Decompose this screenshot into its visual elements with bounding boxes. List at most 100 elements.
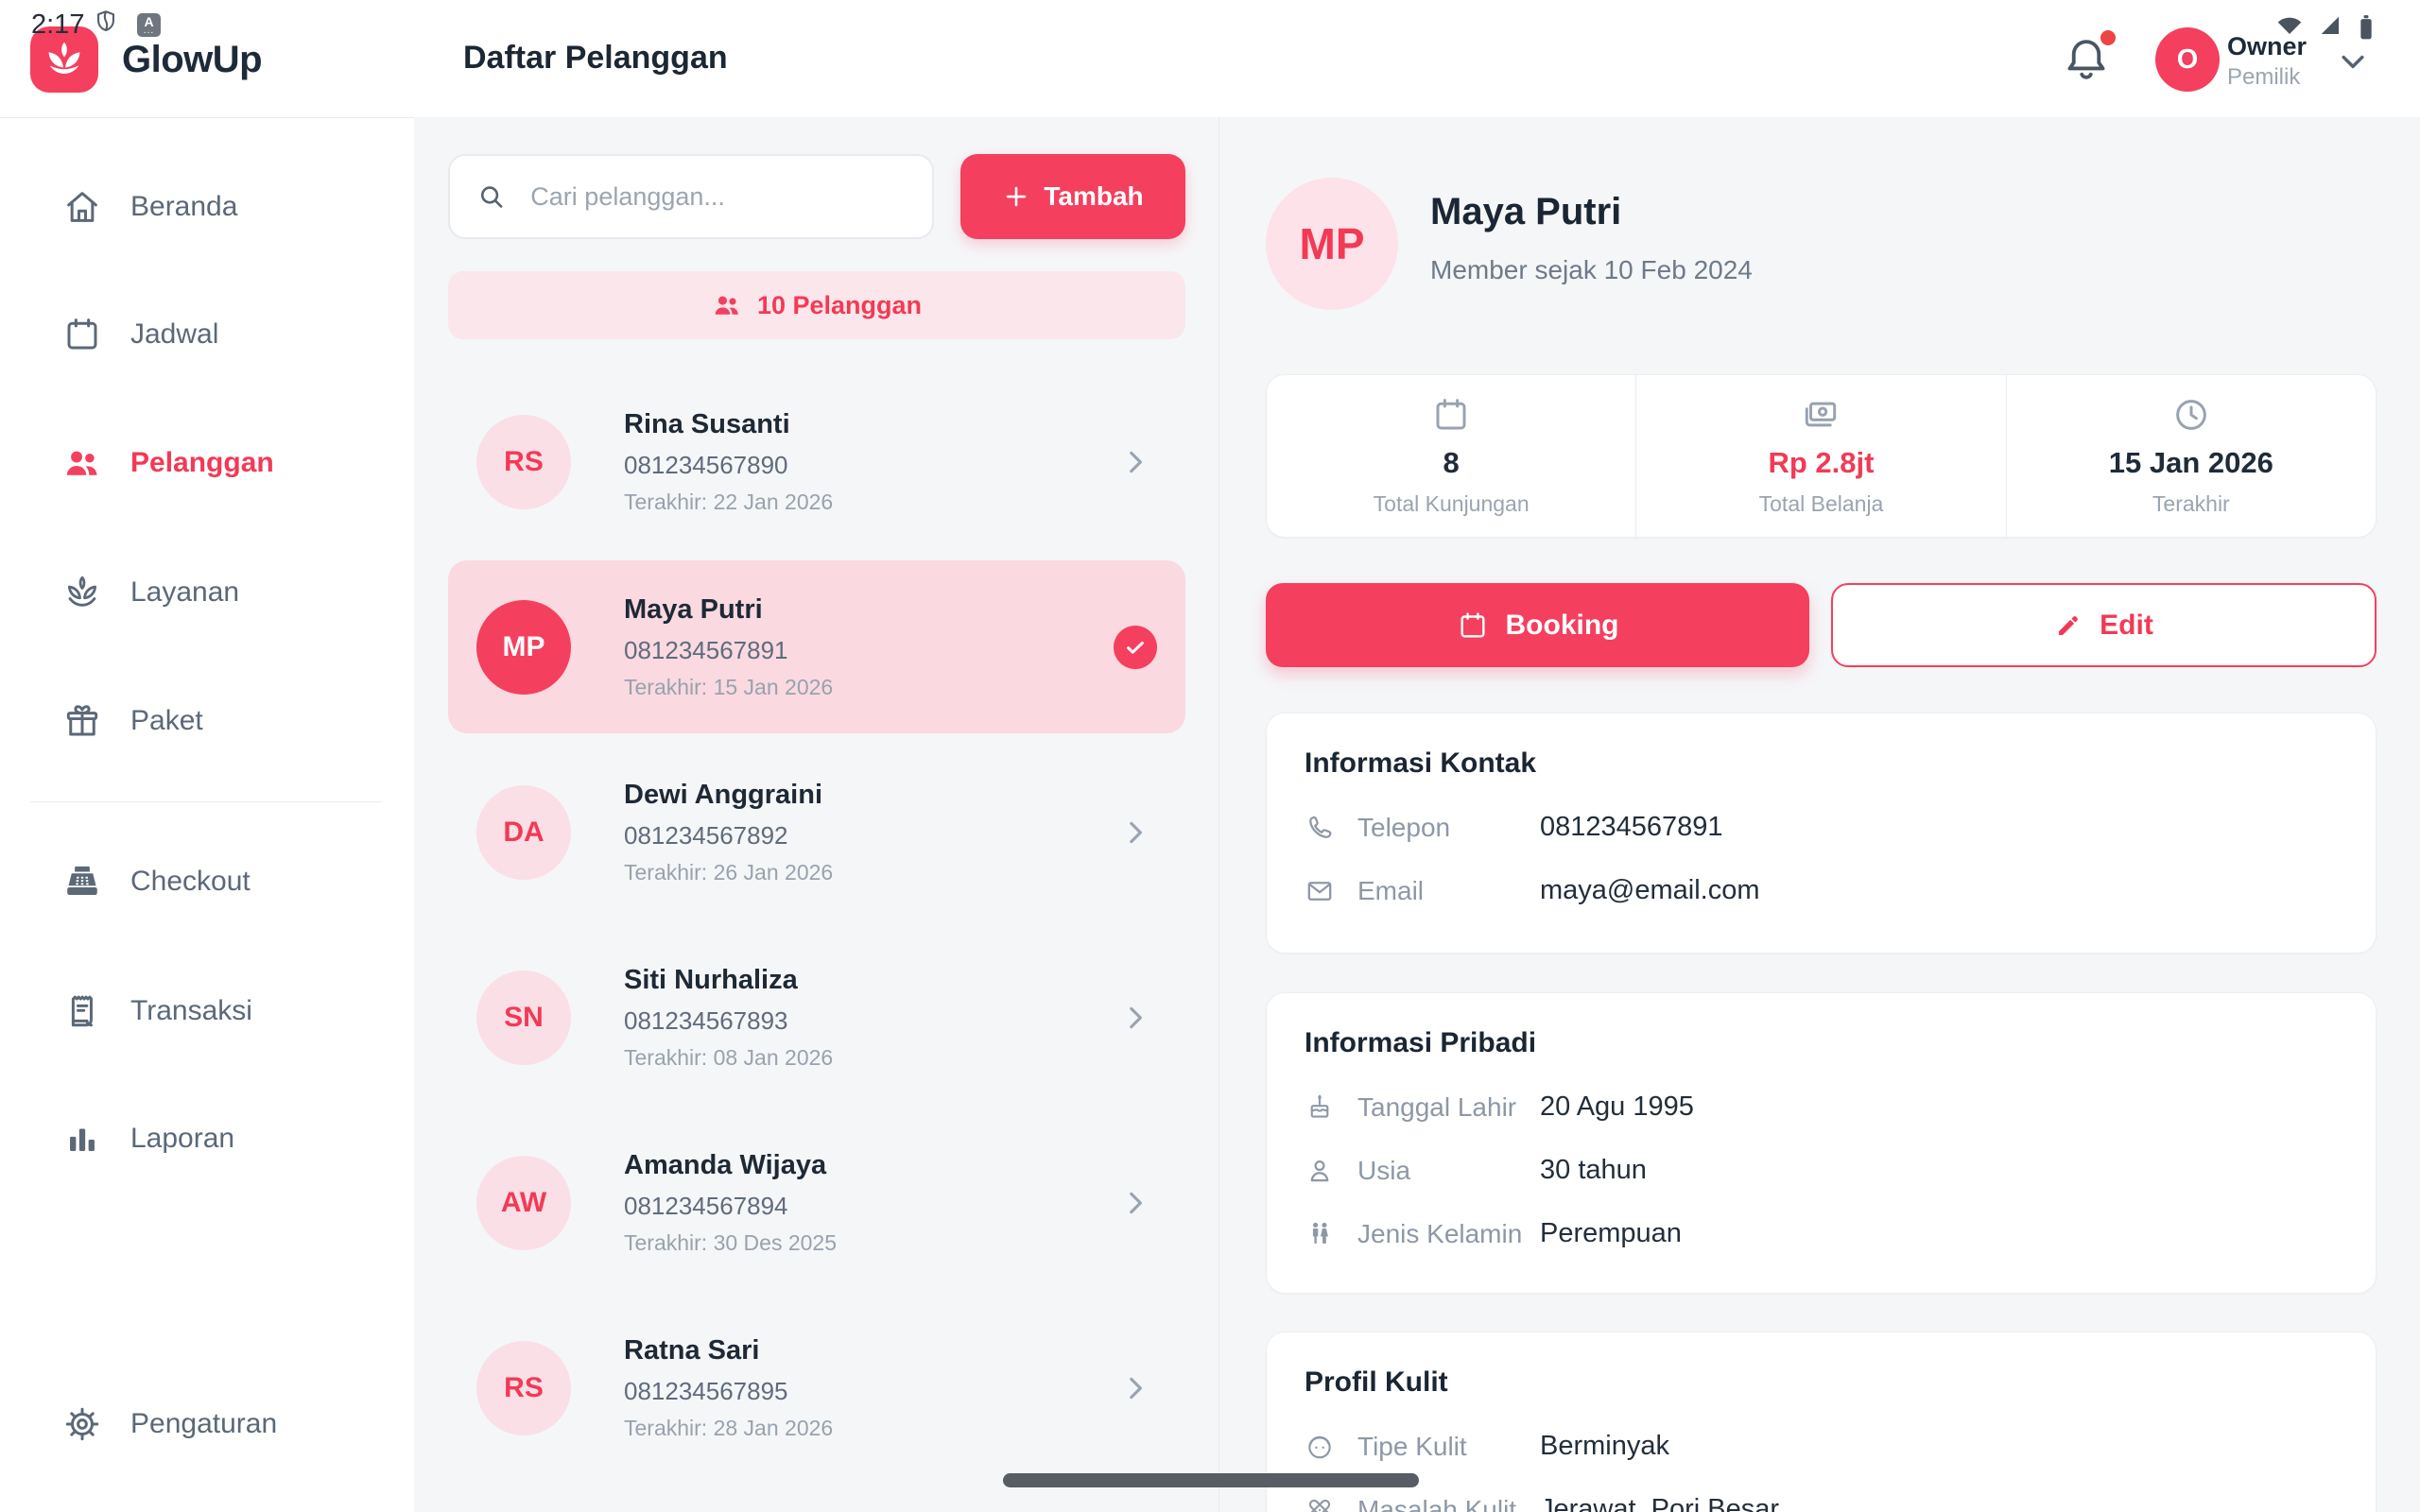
customer-name: Ratna Sari bbox=[624, 1334, 760, 1366]
stat-value: Rp 2.8jt bbox=[1768, 446, 1875, 479]
add-customer-button[interactable]: Tambah bbox=[960, 154, 1185, 239]
sidebar-item-paket[interactable]: Paket bbox=[0, 674, 414, 768]
sidebar-item-label: Pelanggan bbox=[130, 447, 274, 478]
info-value: 20 Agu 1995 bbox=[1540, 1091, 1694, 1122]
customer-row[interactable]: RS Ratna Sari 081234567895 Terakhir: 28 … bbox=[448, 1301, 1185, 1474]
chevron-right-icon bbox=[1119, 1187, 1151, 1219]
sidebar-item-label: Beranda bbox=[130, 191, 238, 222]
calendar-icon bbox=[62, 315, 102, 354]
user-avatar[interactable]: O bbox=[2155, 27, 2220, 92]
edit-button[interactable]: Edit bbox=[1831, 583, 2377, 667]
app-logo: GlowUp bbox=[30, 26, 263, 93]
info-label: Email bbox=[1357, 875, 1425, 905]
personal-info-card: Informasi Pribadi Tanggal Lahir 20 Agu 1… bbox=[1266, 992, 2377, 1294]
customer-avatar: SN bbox=[476, 970, 571, 1065]
customer-name: Rina Susanti bbox=[624, 408, 790, 439]
customer-rows: RS Rina Susanti 081234567890 Terakhir: 2… bbox=[448, 375, 1185, 1486]
booking-button[interactable]: Booking bbox=[1266, 583, 1809, 667]
sidebar: GlowUp Beranda Jadwal Pelanggan Layanan … bbox=[0, 0, 415, 1512]
sidebar-item-label: Transaksi bbox=[130, 995, 252, 1026]
sidebar-item-beranda[interactable]: Beranda bbox=[0, 160, 414, 254]
customer-name: Dewi Anggraini bbox=[624, 779, 822, 810]
info-value: Berminyak bbox=[1540, 1431, 1669, 1461]
chevron-right-icon bbox=[1119, 1002, 1151, 1034]
customer-row-text: Amanda Wijaya 081234567894 Terakhir: 30 … bbox=[624, 1150, 837, 1256]
pencil-icon bbox=[2054, 611, 2083, 640]
sidebar-item-laporan[interactable]: Laporan bbox=[0, 1091, 414, 1186]
wifi-icon bbox=[2274, 9, 2305, 40]
info-row-email: Email maya@email.com bbox=[1305, 875, 2338, 906]
customer-detail-panel: MP Maya Putri Member sejak 10 Feb 2024 8… bbox=[1219, 117, 2420, 1512]
clock-icon bbox=[2171, 395, 2211, 435]
selected-check-badge bbox=[1114, 625, 1157, 669]
users-icon bbox=[712, 290, 742, 320]
customer-avatar: RS bbox=[476, 1340, 571, 1435]
cake-icon bbox=[1305, 1092, 1335, 1123]
calendar-icon bbox=[1431, 395, 1471, 435]
sidebar-divider-top bbox=[0, 117, 414, 118]
notifications-button[interactable] bbox=[2061, 30, 2116, 87]
info-value: Perempuan bbox=[1540, 1218, 1682, 1248]
customer-last-visit: Terakhir: 28 Jan 2026 bbox=[624, 1415, 834, 1440]
status-time: 2:17 bbox=[31, 9, 85, 40]
skin-profile-card: Profil Kulit Tipe Kulit Berminyak Masala… bbox=[1266, 1332, 2377, 1512]
sidebar-item-pelanggan[interactable]: Pelanggan bbox=[0, 416, 414, 510]
info-value: 30 tahun bbox=[1540, 1155, 1647, 1185]
info-value: Jerawat, Pori Besar bbox=[1540, 1494, 1780, 1512]
search-icon bbox=[476, 180, 506, 214]
customer-row[interactable]: AW Amanda Wijaya 081234567894 Terakhir: … bbox=[448, 1116, 1185, 1289]
calendar-icon bbox=[1457, 610, 1489, 642]
info-row-jenis-kelamin: Jenis Kelamin Perempuan bbox=[1305, 1218, 2338, 1249]
detail-customer-name: Maya Putri bbox=[1430, 191, 1622, 232]
stat-total-kunjungan: 8 Total Kunjungan bbox=[1267, 375, 1635, 537]
sidebar-item-transaksi[interactable]: Transaksi bbox=[0, 964, 414, 1058]
mail-icon bbox=[1305, 876, 1335, 906]
customer-row[interactable]: DA Dewi Anggraini 081234567892 Terakhir:… bbox=[448, 746, 1185, 919]
sidebar-item-label: Laporan bbox=[130, 1123, 235, 1154]
info-row-tipe-kulit: Tipe Kulit Berminyak bbox=[1305, 1431, 2338, 1462]
customer-phone: 081234567890 bbox=[624, 450, 788, 479]
stats-card: 8 Total Kunjungan Rp 2.8jt Total Belanja… bbox=[1266, 374, 2377, 538]
bar-chart-icon bbox=[62, 1119, 102, 1159]
lotus-icon bbox=[62, 573, 102, 612]
user-name: Owner bbox=[2227, 32, 2308, 60]
booking-button-label: Booking bbox=[1505, 609, 1619, 641]
customer-last-visit: Terakhir: 26 Jan 2026 bbox=[624, 859, 834, 885]
user-avatar-initial: O bbox=[2176, 43, 2199, 75]
search-input[interactable] bbox=[528, 180, 906, 213]
person-icon bbox=[1305, 1156, 1335, 1186]
notification-dot bbox=[2100, 30, 2116, 45]
lotus-logo-icon bbox=[43, 38, 86, 81]
sidebar-item-label: Jadwal bbox=[130, 318, 219, 350]
header: Daftar Pelanggan O Owner Pemilik bbox=[414, 0, 2420, 118]
gesture-navigation-pill[interactable] bbox=[1003, 1473, 1419, 1487]
customer-phone: 081234567893 bbox=[624, 1005, 788, 1035]
customer-row-text: Ratna Sari 081234567895 Terakhir: 28 Jan… bbox=[624, 1335, 833, 1441]
signal-icon bbox=[2312, 9, 2342, 40]
info-label: Tanggal Lahir bbox=[1357, 1091, 1517, 1122]
receipt-icon bbox=[62, 991, 102, 1031]
info-row-telepon: Telepon 081234567891 bbox=[1305, 812, 2338, 843]
info-label: Jenis Kelamin bbox=[1357, 1218, 1523, 1248]
page-title: Daftar Pelanggan bbox=[463, 40, 728, 76]
customer-count-label: 10 Pelanggan bbox=[756, 290, 923, 319]
customer-row-text: Rina Susanti 081234567890 Terakhir: 22 J… bbox=[624, 409, 833, 515]
phone-icon bbox=[1305, 813, 1335, 843]
customer-row-selected[interactable]: MP Maya Putri 081234567891 Terakhir: 15 … bbox=[448, 560, 1185, 733]
customer-last-visit: Terakhir: 22 Jan 2026 bbox=[624, 489, 834, 514]
customer-avatar: MP bbox=[476, 599, 571, 695]
chevron-down-icon[interactable] bbox=[2335, 43, 2371, 79]
sidebar-item-layanan[interactable]: Layanan bbox=[0, 545, 414, 640]
customer-row[interactable]: SN Siti Nurhaliza 081234567893 Terakhir:… bbox=[448, 931, 1185, 1104]
sidebar-section-divider bbox=[30, 801, 382, 802]
chevron-right-icon bbox=[1119, 816, 1151, 849]
customer-phone: 081234567895 bbox=[624, 1376, 788, 1405]
sidebar-item-pengaturan[interactable]: Pengaturan bbox=[0, 1377, 414, 1471]
card-title: Informasi Kontak bbox=[1305, 747, 1537, 779]
sidebar-item-jadwal[interactable]: Jadwal bbox=[0, 287, 414, 382]
customer-row[interactable]: RS Rina Susanti 081234567890 Terakhir: 2… bbox=[448, 375, 1185, 548]
sidebar-item-checkout[interactable]: Checkout bbox=[0, 834, 414, 929]
customer-row-text: Dewi Anggraini 081234567892 Terakhir: 26… bbox=[624, 780, 833, 885]
info-row-usia: Usia 30 tahun bbox=[1305, 1155, 2338, 1186]
detail-member-since: Member sejak 10 Feb 2024 bbox=[1430, 255, 1753, 284]
